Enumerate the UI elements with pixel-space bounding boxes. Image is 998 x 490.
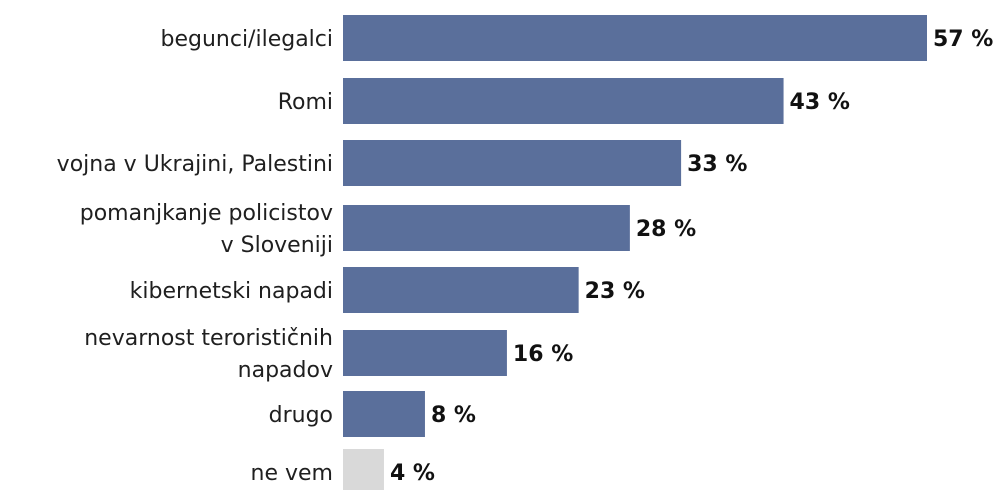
category-label-6-line-0: drugo bbox=[269, 403, 333, 428]
category-label-0-line-0: begunci/ilegalci bbox=[161, 27, 334, 52]
category-label-5: nevarnost terorističnih napadov bbox=[84, 326, 333, 383]
category-label-2-line-0: vojna v Ukrajini, Palestini bbox=[57, 152, 333, 177]
value-label-5: 16 % bbox=[513, 342, 573, 367]
category-label-3-line-0: pomanjkanje policistov bbox=[80, 201, 333, 226]
category-label-1-line-0: Romi bbox=[278, 90, 333, 115]
bar-2 bbox=[343, 140, 682, 186]
category-label-3: pomanjkanje policistov v Sloveniji bbox=[80, 201, 333, 258]
value-label-4: 23 % bbox=[585, 279, 645, 304]
bar-5 bbox=[343, 330, 507, 376]
bar-0 bbox=[343, 15, 927, 61]
value-labels-group: 57 % 43 % 33 % 28 % 23 % 16 % 8 % 4 % bbox=[390, 27, 993, 486]
value-label-2: 33 % bbox=[687, 152, 747, 177]
category-label-5-line-1: napadov bbox=[238, 358, 333, 383]
bar-7 bbox=[343, 449, 384, 490]
bar-6 bbox=[343, 391, 425, 437]
value-label-7: 4 % bbox=[390, 461, 435, 486]
bar-3 bbox=[343, 205, 630, 251]
bars-group bbox=[343, 15, 927, 490]
category-label-6: drugo bbox=[269, 403, 333, 428]
category-label-2: vojna v Ukrajini, Palestini bbox=[57, 152, 333, 177]
value-label-1: 43 % bbox=[790, 90, 850, 115]
category-label-7-line-0: ne vem bbox=[251, 461, 333, 486]
value-label-6: 8 % bbox=[431, 403, 476, 428]
category-labels-group: begunci/ilegalci Romi vojna v Ukrajini, Pa… bbox=[57, 27, 333, 486]
bar-4 bbox=[343, 267, 579, 313]
value-label-3: 28 % bbox=[636, 217, 696, 242]
category-label-0: begunci/ilegalci bbox=[161, 27, 334, 52]
category-label-7: ne vem bbox=[251, 461, 333, 486]
value-label-0: 57 % bbox=[933, 27, 993, 52]
category-label-5-line-0: nevarnost terorističnih bbox=[84, 326, 333, 351]
category-label-3-line-1: v Sloveniji bbox=[221, 233, 333, 258]
bar-1 bbox=[343, 78, 784, 124]
category-label-1: Romi bbox=[278, 90, 333, 115]
category-label-4-line-0: kibernetski napadi bbox=[130, 279, 333, 304]
category-label-4: kibernetski napadi bbox=[130, 279, 333, 304]
